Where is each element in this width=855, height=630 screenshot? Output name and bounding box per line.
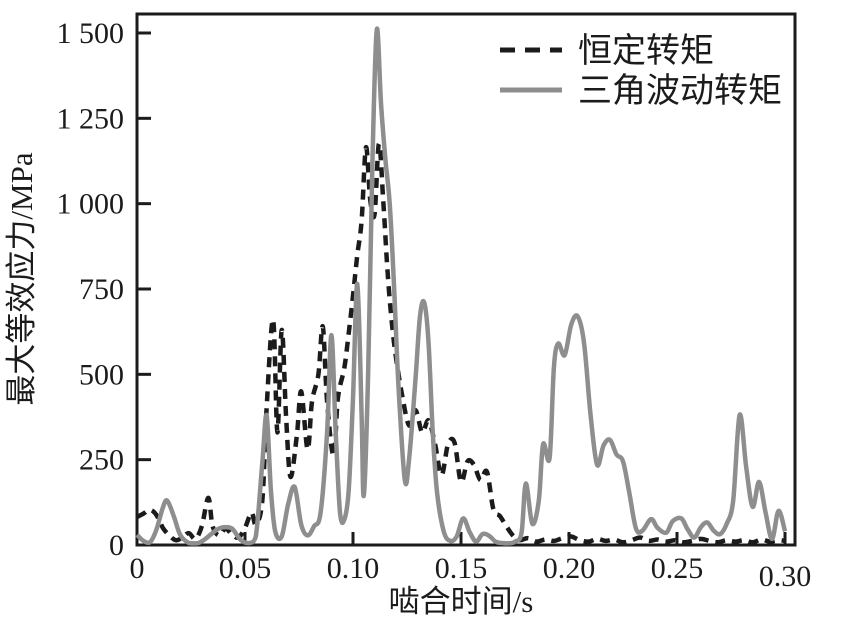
x-axis-tick-label: 0.15 xyxy=(435,552,488,585)
y-axis-tick-label: 750 xyxy=(79,273,124,306)
series-line-1 xyxy=(135,26,788,546)
y-axis-title: 最大等效应力/MPa xyxy=(4,152,39,405)
x-axis-tick-label: 0.25 xyxy=(651,552,704,585)
plot-border xyxy=(135,12,797,547)
legend-entry-0: 恒定转矩 xyxy=(500,32,714,70)
legend-label: 恒定转矩 xyxy=(578,32,714,70)
x-axis-tick-label: 0 xyxy=(130,552,145,585)
x-axis-tick-label: 0.30 xyxy=(759,560,812,593)
plot-area xyxy=(135,12,797,547)
y-axis-tick-label: 1 250 xyxy=(57,102,125,135)
y-axis-tick-label: 250 xyxy=(79,444,124,477)
x-axis-tick-label: 0.05 xyxy=(219,552,272,585)
x-axis-title: 啮合时间/s xyxy=(389,584,534,619)
y-axis-tick-label: 1 000 xyxy=(57,188,125,221)
x-axis-tick-label: 0.20 xyxy=(543,552,596,585)
legend-label: 三角波动转矩 xyxy=(578,72,782,110)
y-axis-tick-label: 0 xyxy=(109,529,124,562)
data-series xyxy=(135,26,788,546)
series-line-0 xyxy=(135,141,786,545)
y-axis-tick-label: 1 500 xyxy=(57,17,125,50)
legend-entry-1: 三角波动转矩 xyxy=(500,72,782,110)
x-axis-tick-label: 0.10 xyxy=(327,552,380,585)
axis-ticks: 0 0.05 0.10 0.15 0.20 0.25 0.30 0 250 500 750 1 000… xyxy=(57,17,812,593)
y-axis-tick-label: 500 xyxy=(79,358,124,391)
